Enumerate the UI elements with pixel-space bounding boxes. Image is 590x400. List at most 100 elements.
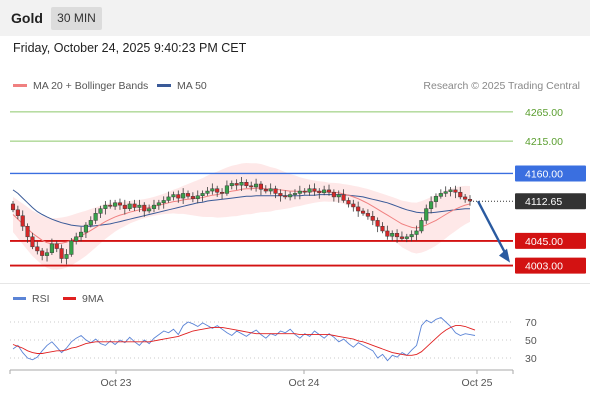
candle-body <box>244 182 249 187</box>
candle-body <box>25 226 30 238</box>
candle-body <box>161 200 166 204</box>
candle-body <box>10 203 16 211</box>
price-level-text: 4265.00 <box>525 107 563 119</box>
candle-body <box>185 193 191 197</box>
legend-item-9ma: 9MA <box>63 293 104 305</box>
symbol-title: Gold <box>11 10 43 26</box>
candle-body <box>365 213 370 217</box>
candle-body <box>181 193 186 199</box>
candle-body <box>98 208 103 214</box>
candle-body <box>438 193 443 197</box>
datetime-label: Friday, October 24, 2025 9:40:23 PM CET <box>13 41 247 55</box>
candle-body <box>229 183 234 187</box>
candle-body <box>380 226 385 232</box>
candle-body <box>297 190 302 194</box>
rsi-tick-label: 30 <box>525 353 537 365</box>
candle-body <box>117 202 123 206</box>
price-level-label-5: 4003.00 <box>515 257 586 274</box>
candle-body <box>268 188 273 192</box>
candle-body <box>234 183 239 186</box>
candle-body <box>49 243 54 253</box>
candle-body <box>64 254 69 259</box>
candle-body <box>463 196 468 200</box>
candle-body <box>409 234 414 238</box>
candle-body <box>142 204 147 212</box>
candle-body <box>385 230 390 237</box>
candle-body <box>341 194 346 201</box>
candle-body <box>331 191 336 198</box>
candle-body <box>317 190 322 194</box>
price-level-tag <box>515 193 586 210</box>
candle-body <box>215 188 220 193</box>
candle-body <box>30 236 35 248</box>
candle-body <box>273 188 278 194</box>
time-tick-label: Oct 24 <box>289 377 320 389</box>
legend-swatch-ma20 <box>13 83 27 87</box>
candle-body <box>190 196 195 199</box>
candle-body <box>292 193 298 195</box>
candle-body <box>79 231 84 238</box>
candle-body <box>443 191 448 194</box>
legend-label-ma20: MA 20 + Bollinger Bands <box>33 80 149 92</box>
price-level-label-3: 4112.65 <box>515 193 586 210</box>
price-level-label-0: 4265.00 <box>525 107 563 119</box>
candle-body <box>40 250 45 256</box>
candle-body <box>54 243 59 249</box>
candle-body <box>166 196 171 201</box>
bollinger-band-area <box>13 162 470 270</box>
legend-swatch-rsi <box>13 296 26 300</box>
price-level-tag <box>515 165 586 182</box>
price-level-tag <box>515 232 586 249</box>
price-level-text: 4160.00 <box>525 168 563 180</box>
legend-swatch-ma50 <box>157 83 171 87</box>
candle-body <box>399 236 404 239</box>
candle-body <box>127 203 132 209</box>
rsi-tick-label: 70 <box>525 317 537 329</box>
candle-body <box>390 233 395 237</box>
candle-body <box>448 189 453 192</box>
candle-body <box>132 203 137 208</box>
rsi-tick-label: 50 <box>525 335 537 347</box>
candle-body <box>44 252 50 256</box>
candle-body <box>404 236 409 239</box>
price-level-label-1: 4215.00 <box>525 136 563 148</box>
candle-body <box>254 183 259 188</box>
candle-body <box>122 204 127 209</box>
time-tick-label: Oct 23 <box>101 377 132 389</box>
candle-body <box>83 224 88 233</box>
candle-body <box>220 191 225 194</box>
candle-body <box>453 189 458 193</box>
candle-body <box>360 210 366 214</box>
legend-label-rsi: RSI <box>32 293 50 305</box>
price-level-text: 4003.00 <box>525 261 563 273</box>
candle-body <box>108 204 113 207</box>
candle-body <box>171 194 176 198</box>
candle-body <box>258 183 263 190</box>
rsi-line <box>12 316 476 362</box>
candle-body <box>424 208 429 221</box>
candle-body <box>103 204 108 209</box>
candle-body <box>312 188 317 192</box>
candle-body <box>351 203 356 208</box>
candle-body <box>370 216 375 221</box>
legend-label-ma50: MA 50 <box>177 80 207 92</box>
panel-divider <box>0 283 590 284</box>
timeframe-button[interactable]: 30 MIN <box>51 7 102 30</box>
candle-body <box>249 185 254 188</box>
legend-item-rsi: RSI <box>13 293 50 305</box>
price-level-label-4: 4045.00 <box>515 232 586 249</box>
candle-body <box>322 189 327 194</box>
rsi-ma9-line <box>12 325 476 356</box>
candle-body <box>137 204 142 208</box>
candle-body <box>113 202 118 207</box>
header-bar: Gold 30 MIN <box>0 0 590 36</box>
candle-body <box>210 188 215 192</box>
candle-body <box>59 248 64 259</box>
price-level-text: 4112.65 <box>525 196 562 208</box>
candle-body <box>156 202 161 206</box>
candle-body <box>263 189 268 192</box>
candle-body <box>69 240 74 255</box>
candle-body <box>302 190 307 193</box>
candle-body <box>93 213 98 221</box>
